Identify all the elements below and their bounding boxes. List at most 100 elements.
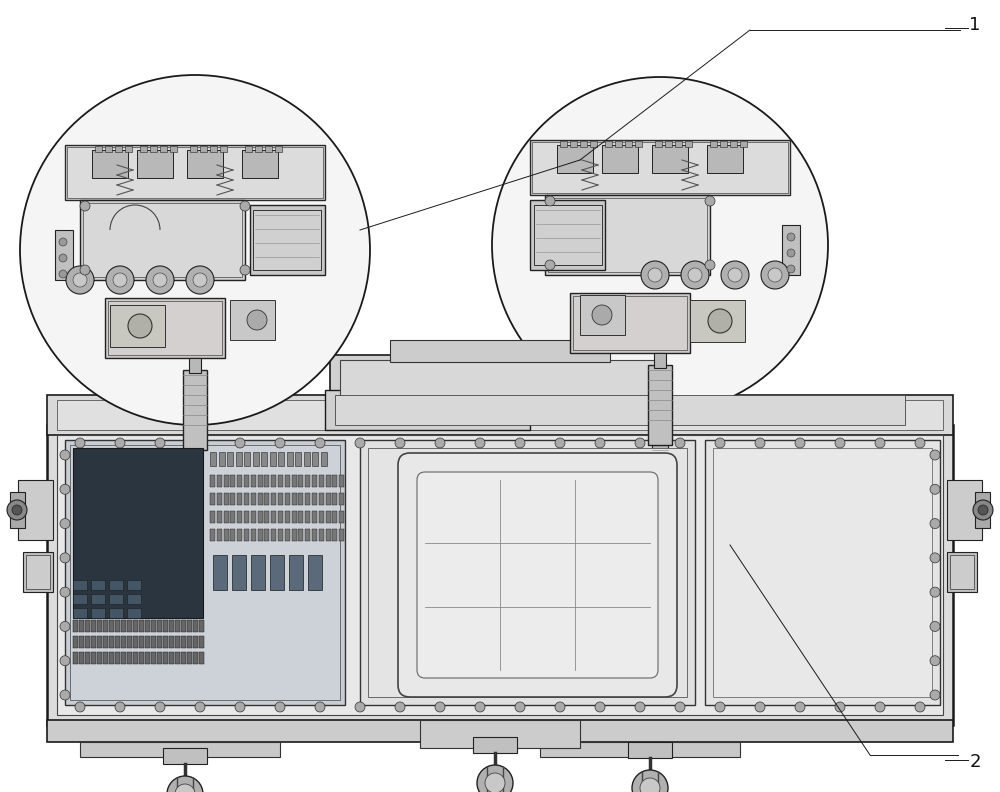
Bar	[258, 493, 263, 505]
FancyBboxPatch shape	[398, 453, 677, 697]
Bar	[170, 146, 177, 152]
Bar	[73, 608, 87, 618]
Circle shape	[930, 656, 940, 666]
Bar	[227, 452, 233, 466]
Bar	[298, 493, 303, 505]
Bar	[175, 652, 180, 664]
Bar	[326, 529, 331, 541]
Circle shape	[875, 702, 885, 712]
Bar	[157, 636, 162, 648]
Bar	[145, 620, 150, 632]
Bar	[265, 146, 272, 152]
Bar	[230, 300, 275, 340]
Circle shape	[59, 254, 67, 262]
Bar	[79, 636, 84, 648]
Bar	[115, 652, 120, 664]
Bar	[244, 452, 250, 466]
Bar	[187, 652, 192, 664]
Bar	[145, 652, 150, 664]
Bar	[230, 475, 235, 487]
Bar	[97, 620, 102, 632]
Bar	[157, 620, 162, 632]
Bar	[275, 146, 282, 152]
Bar	[79, 620, 84, 632]
Bar	[368, 448, 687, 697]
Bar	[151, 652, 156, 664]
Bar	[251, 475, 256, 487]
Circle shape	[113, 273, 127, 287]
Bar	[189, 358, 201, 373]
Bar	[340, 360, 660, 400]
Circle shape	[475, 438, 485, 448]
Bar	[121, 652, 126, 664]
Bar	[79, 652, 84, 664]
Circle shape	[146, 266, 174, 294]
Bar	[237, 529, 242, 541]
Bar	[210, 475, 215, 487]
Bar	[127, 580, 141, 590]
Bar	[264, 529, 269, 541]
Bar	[325, 390, 530, 430]
Bar	[193, 620, 198, 632]
Bar	[109, 652, 114, 664]
Circle shape	[595, 438, 605, 448]
Bar	[108, 301, 222, 355]
Bar	[73, 620, 78, 632]
Bar	[305, 493, 310, 505]
Bar	[73, 580, 87, 590]
Circle shape	[60, 622, 70, 631]
Bar	[258, 529, 263, 541]
Bar	[91, 620, 96, 632]
Circle shape	[167, 776, 203, 792]
Circle shape	[708, 309, 732, 333]
Bar	[326, 511, 331, 523]
Bar	[250, 205, 325, 275]
Circle shape	[66, 266, 94, 294]
Circle shape	[795, 438, 805, 448]
Circle shape	[681, 261, 709, 289]
Bar	[730, 141, 737, 147]
Circle shape	[728, 268, 742, 282]
Bar	[245, 146, 252, 152]
Bar	[242, 150, 278, 178]
Bar	[530, 140, 790, 195]
Bar	[95, 146, 102, 152]
Circle shape	[315, 438, 325, 448]
Bar	[530, 200, 605, 270]
Bar	[570, 293, 690, 353]
Circle shape	[106, 266, 134, 294]
Bar	[707, 145, 743, 173]
Bar	[109, 594, 123, 604]
Circle shape	[60, 484, 70, 494]
Bar	[685, 141, 692, 147]
Circle shape	[835, 438, 845, 448]
Bar	[720, 141, 727, 147]
Bar	[237, 493, 242, 505]
Bar	[335, 395, 905, 425]
Bar	[145, 636, 150, 648]
Bar	[950, 555, 974, 589]
Bar	[187, 636, 192, 648]
Circle shape	[795, 702, 805, 712]
Bar	[85, 636, 90, 648]
Bar	[115, 636, 120, 648]
Bar	[110, 305, 165, 347]
Circle shape	[555, 438, 565, 448]
Bar	[151, 620, 156, 632]
Circle shape	[477, 765, 513, 792]
Bar	[295, 452, 301, 466]
Bar	[115, 620, 120, 632]
Bar	[278, 475, 283, 487]
Bar	[292, 493, 297, 505]
Bar	[270, 452, 276, 466]
Bar	[298, 475, 303, 487]
Bar	[91, 636, 96, 648]
Bar	[193, 636, 198, 648]
Bar	[360, 440, 695, 705]
Circle shape	[60, 587, 70, 597]
Bar	[237, 475, 242, 487]
Bar	[305, 529, 310, 541]
Bar	[163, 636, 168, 648]
Circle shape	[485, 773, 505, 792]
Bar	[332, 493, 337, 505]
